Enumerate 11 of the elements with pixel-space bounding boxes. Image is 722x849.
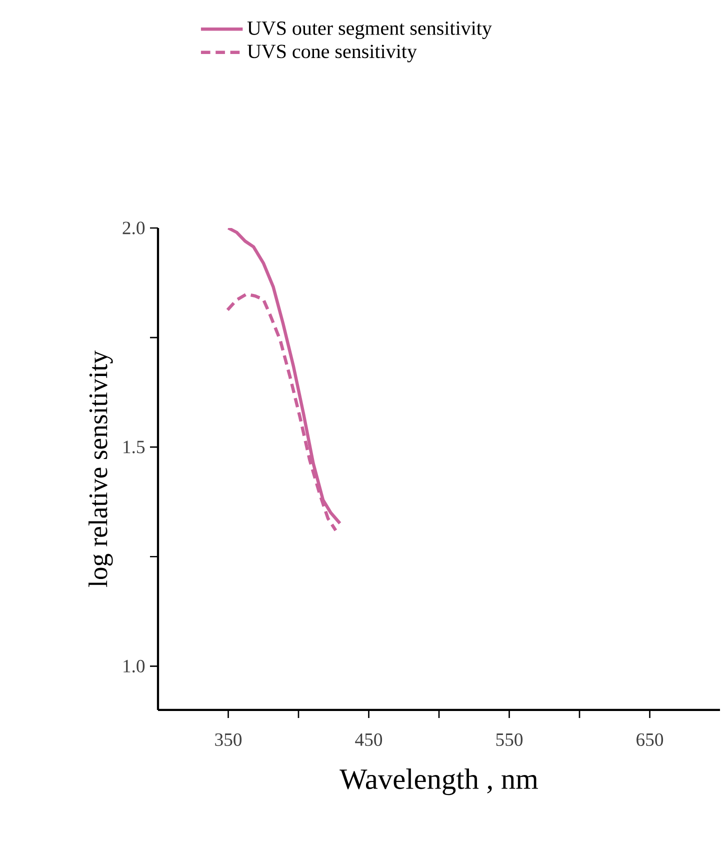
x-tick-label: 450 (355, 733, 382, 746)
x-tick-label: 550 (496, 733, 523, 746)
y-tick-label: 1.0 (124, 660, 145, 673)
legend-label: UVS outer segment sensitivity (247, 22, 492, 40)
y-tick-label: 1.5 (124, 440, 145, 454)
x-tick-label: 350 (215, 733, 242, 746)
legend-label: UVS cone sensitivity (247, 44, 417, 62)
x-tick-label: 650 (636, 733, 664, 746)
x-axis-title: Wavelength , nm (340, 768, 538, 796)
y-tick-label: 2.0 (122, 222, 145, 234)
y-axis-title: log relative sensitivity (88, 350, 113, 587)
